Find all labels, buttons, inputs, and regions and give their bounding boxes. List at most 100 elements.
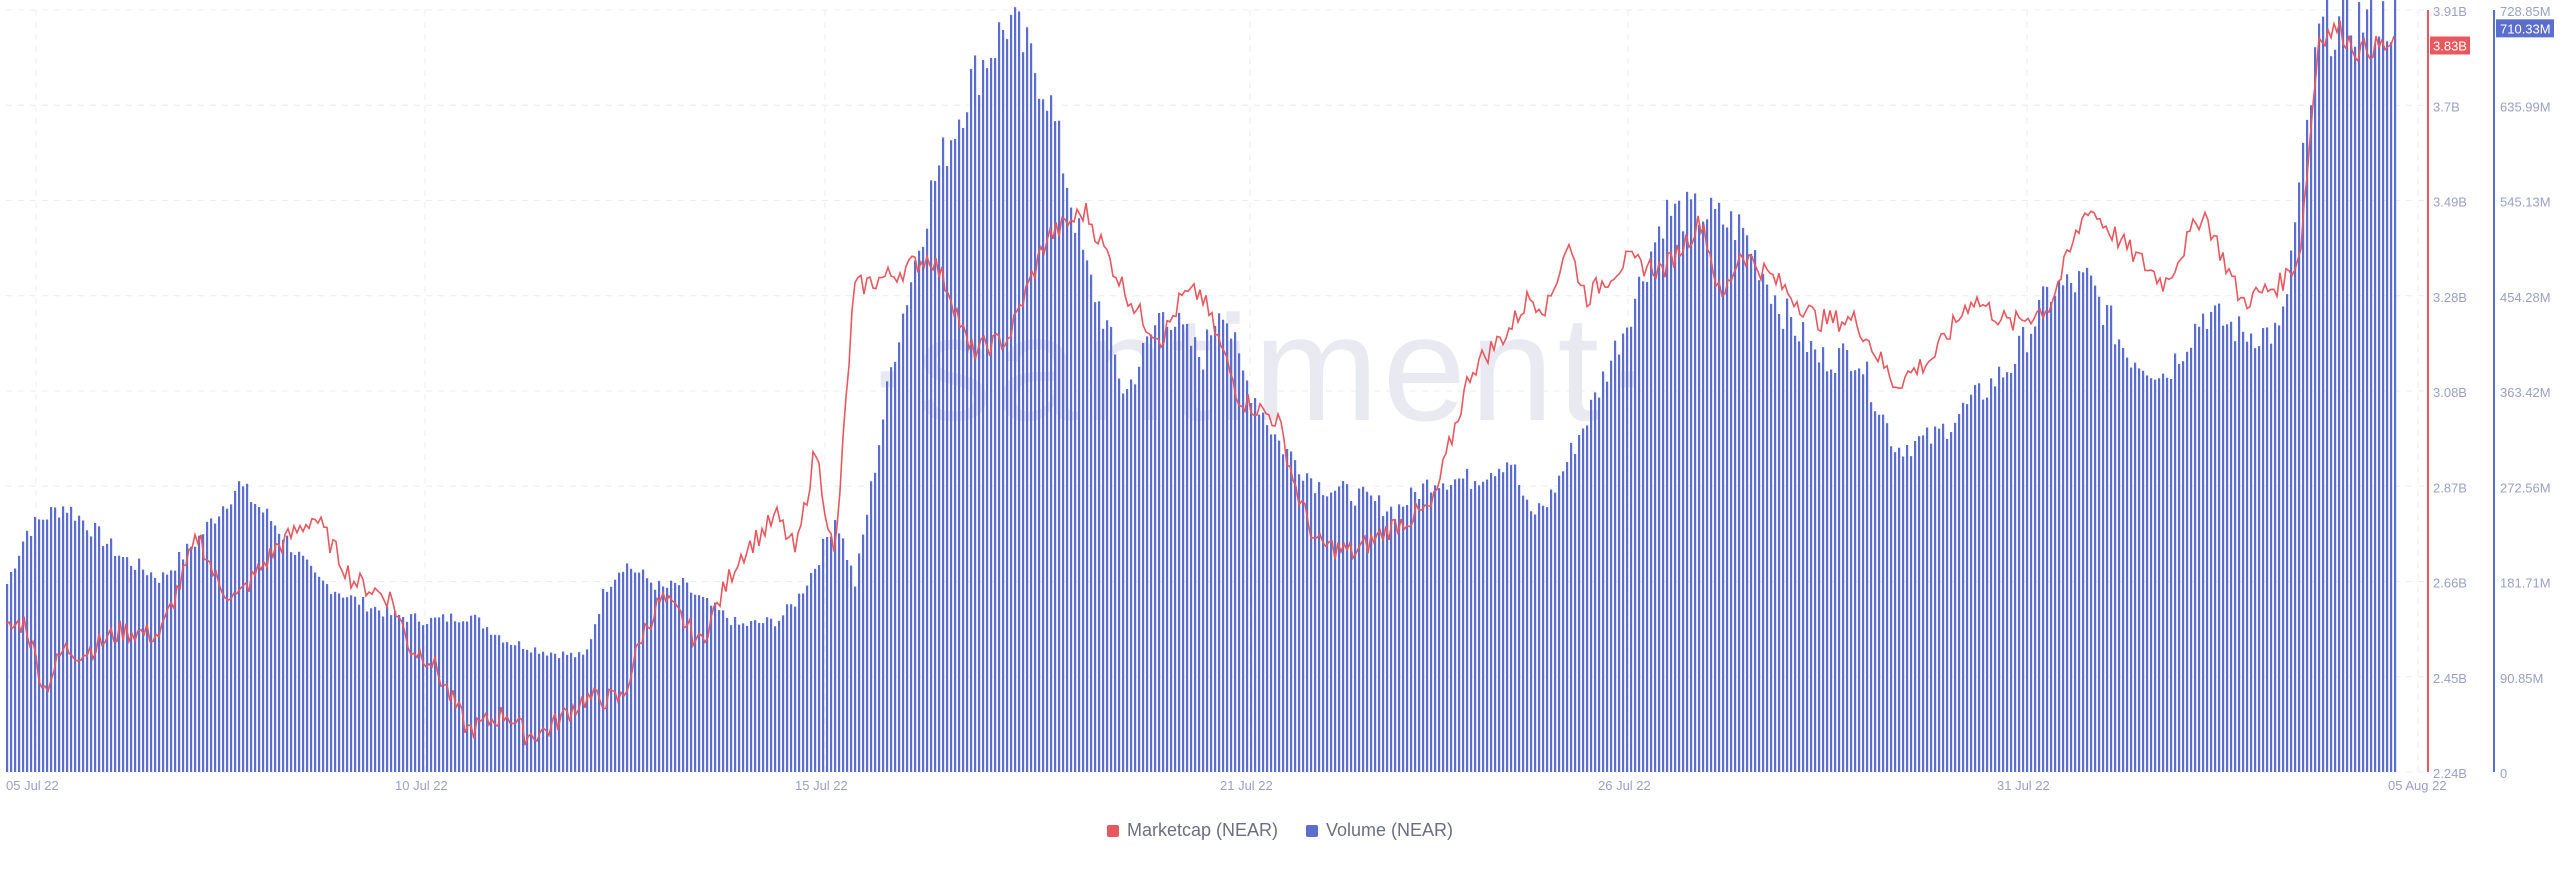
- volume-bar: [1954, 422, 1957, 772]
- volume-bar: [642, 569, 645, 772]
- volume-bar: [1118, 378, 1121, 772]
- volume-bar: [1878, 414, 1881, 772]
- volume-bar: [462, 621, 465, 772]
- volume-bar: [438, 617, 441, 772]
- volume-bar: [538, 653, 541, 772]
- volume-bar: [2014, 363, 2017, 772]
- volume-bar: [362, 597, 365, 772]
- volume-bar: [1578, 435, 1581, 772]
- volume-bar: [1726, 227, 1729, 772]
- marketcap-tick-label: 2.24B: [2433, 766, 2467, 781]
- volume-bar: [1130, 379, 1133, 772]
- volume-bar: [1014, 7, 1017, 772]
- volume-bar: [166, 574, 169, 772]
- volume-bar: [1282, 454, 1285, 772]
- tick-layer: 3.91B 3.7B 3.49B 3.28B 3.08B 2.87B 2.66B 2.45B 2…: [6, 4, 2554, 793]
- volume-bar: [2242, 331, 2245, 772]
- volume-bar: [2330, 56, 2333, 772]
- volume-bar: [926, 228, 929, 772]
- volume-bar: [1670, 215, 1673, 773]
- volume-bar: [1278, 440, 1281, 772]
- volume-bar: [634, 572, 637, 772]
- volume-bar: [734, 616, 737, 772]
- volume-bar: [1974, 384, 1977, 772]
- volume-bar: [626, 563, 629, 772]
- volume-bar: [1538, 503, 1541, 772]
- volume-bar: [854, 586, 857, 772]
- volume-bar: [146, 575, 149, 772]
- volume-bar: [1426, 479, 1429, 772]
- volume-bar: [158, 582, 161, 772]
- volume-bar: [1558, 475, 1561, 772]
- volume-bar: [994, 58, 997, 772]
- volume-bar: [850, 565, 853, 772]
- volume-bar: [870, 481, 873, 772]
- x-tick-label: 05 Aug 22: [2388, 778, 2447, 793]
- volume-bar: [490, 634, 493, 772]
- volume-bar: [750, 621, 753, 772]
- volume-bar: [550, 652, 553, 772]
- volume-bar: [1342, 481, 1345, 772]
- volume-bar: [1574, 453, 1577, 772]
- volume-bar: [302, 555, 305, 772]
- volume-bar: [578, 652, 581, 772]
- volume-bar: [1490, 473, 1493, 772]
- volume-bar: [1650, 251, 1653, 772]
- volume-bar: [34, 516, 37, 772]
- volume-bar: [1642, 281, 1645, 772]
- volume-bar: [990, 57, 993, 772]
- volume-bar: [1338, 486, 1341, 772]
- volume-bar: [1686, 191, 1689, 772]
- volume-bar: [1690, 199, 1693, 773]
- volume-bar: [62, 506, 65, 772]
- volume-bar: [670, 580, 673, 772]
- volume-bar: [1258, 414, 1261, 772]
- volume-bar: [2306, 119, 2309, 772]
- volume-bar: [2078, 271, 2081, 772]
- volume-bar: [1050, 95, 1053, 772]
- volume-bar: [334, 591, 337, 772]
- legend-item-marketcap[interactable]: Marketcap (NEAR): [1106, 820, 1278, 841]
- volume-bar: [2382, 1, 2385, 772]
- volume-bar: [1866, 361, 1869, 772]
- volume-bar: [918, 250, 921, 772]
- volume-bar: [254, 503, 257, 772]
- volume-bar: [1510, 464, 1513, 772]
- volume-bar: [1382, 516, 1385, 772]
- volume-bar: [182, 559, 185, 772]
- volume-bar: [806, 585, 809, 772]
- volume-bar: [1306, 473, 1309, 772]
- volume-bar: [1714, 209, 1717, 773]
- volume-bar: [262, 512, 265, 772]
- volume-bar: [986, 68, 989, 773]
- volume-bar: [1302, 480, 1305, 772]
- volume-bar: [1718, 202, 1721, 772]
- volume-bar: [686, 582, 689, 772]
- volume-bar: [542, 651, 545, 772]
- volume-bar: [778, 620, 781, 772]
- volume-bar: [506, 642, 509, 772]
- volume-bar: [1010, 14, 1013, 772]
- volume-bar: [954, 138, 957, 773]
- volume-bar: [730, 625, 733, 772]
- volume-bar: [346, 597, 349, 772]
- volume-bar: [2310, 105, 2313, 773]
- volume-bar: [50, 507, 53, 772]
- volume-bar: [1554, 492, 1557, 772]
- volume-bar: [674, 582, 677, 772]
- volume-bar: [2134, 362, 2137, 772]
- volume-bar: [1902, 456, 1905, 772]
- volume-bar: [1034, 73, 1037, 773]
- volume-bar: [1146, 336, 1149, 772]
- volume-bar: [1046, 110, 1049, 772]
- volume-bar: [706, 598, 709, 772]
- legend-item-volume[interactable]: Volume (NEAR): [1305, 820, 1453, 841]
- volume-bar: [2190, 347, 2193, 772]
- volume-bar: [1154, 325, 1157, 772]
- volume-bar: [1782, 328, 1785, 772]
- volume-bar: [2038, 299, 2041, 772]
- volume-bar: [314, 572, 317, 772]
- volume-bar: [1482, 481, 1485, 772]
- volume-bar: [326, 584, 329, 772]
- volume-bar: [1706, 219, 1709, 773]
